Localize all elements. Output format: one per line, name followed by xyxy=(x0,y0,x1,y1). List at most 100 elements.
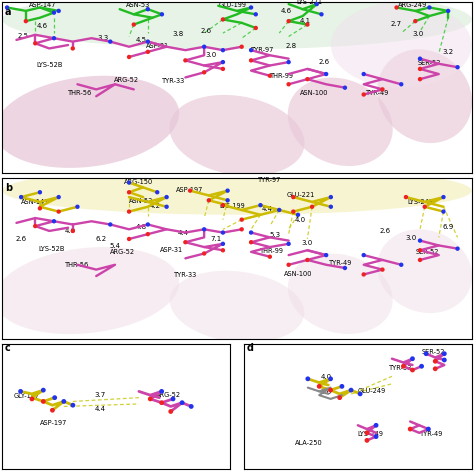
Point xyxy=(205,197,213,204)
Point xyxy=(313,0,320,8)
Text: 3.7: 3.7 xyxy=(95,392,106,398)
Point xyxy=(360,91,367,98)
Text: GLU-199: GLU-199 xyxy=(219,1,246,8)
Ellipse shape xyxy=(0,247,179,334)
Text: 2.6: 2.6 xyxy=(16,237,27,242)
Point xyxy=(247,238,255,246)
Point xyxy=(107,38,114,46)
Point xyxy=(50,218,58,225)
Text: 3.0: 3.0 xyxy=(302,240,313,246)
Text: ASN-100: ASN-100 xyxy=(284,271,312,277)
Point xyxy=(144,48,152,55)
Text: ALA-250: ALA-250 xyxy=(295,440,323,447)
Point xyxy=(169,395,177,403)
Point xyxy=(252,10,260,18)
Point xyxy=(341,84,349,91)
Point xyxy=(440,193,447,201)
Point xyxy=(418,363,425,370)
Point xyxy=(426,4,433,11)
Point xyxy=(55,208,63,215)
Text: LYS-52B: LYS-52B xyxy=(36,62,63,68)
Text: 4.4: 4.4 xyxy=(178,230,189,236)
Point xyxy=(347,386,355,394)
Point xyxy=(285,18,292,25)
Point xyxy=(303,75,311,83)
Ellipse shape xyxy=(170,271,304,343)
Point xyxy=(219,246,227,254)
Text: THR-56: THR-56 xyxy=(65,262,90,268)
Ellipse shape xyxy=(377,229,472,313)
Point xyxy=(303,256,311,264)
Point xyxy=(178,399,186,407)
Text: 5.3: 5.3 xyxy=(269,232,280,237)
Text: THR-56: THR-56 xyxy=(68,91,92,96)
Text: ARG-52: ARG-52 xyxy=(109,249,135,255)
Text: ASP-197: ASP-197 xyxy=(176,187,204,193)
Point xyxy=(39,398,47,405)
Point xyxy=(444,7,452,15)
Text: GLU-249: GLU-249 xyxy=(357,388,386,394)
Point xyxy=(422,350,430,357)
Text: 3.8: 3.8 xyxy=(173,31,184,37)
Point xyxy=(409,366,416,374)
Point xyxy=(400,363,407,370)
Point xyxy=(431,357,439,365)
Point xyxy=(257,201,264,209)
Text: TYR-53: TYR-53 xyxy=(390,365,413,371)
Point xyxy=(51,394,58,401)
Point xyxy=(107,221,114,228)
Text: TYR-33: TYR-33 xyxy=(174,272,197,278)
Point xyxy=(22,18,29,25)
Text: TYR-97: TYR-97 xyxy=(258,177,282,183)
Text: SER-52: SER-52 xyxy=(421,349,445,355)
Text: 2.6: 2.6 xyxy=(318,59,329,65)
Text: ASP-197: ASP-197 xyxy=(40,420,67,426)
Point xyxy=(416,246,424,254)
Point xyxy=(18,193,25,201)
Point xyxy=(224,187,231,194)
Text: LYS-199: LYS-199 xyxy=(219,202,245,209)
Text: ARG-52: ARG-52 xyxy=(156,392,181,398)
Text: 4.6: 4.6 xyxy=(281,8,292,14)
Point xyxy=(322,251,330,259)
Point xyxy=(182,238,189,246)
Text: d: d xyxy=(246,343,254,353)
Text: 3.0: 3.0 xyxy=(206,52,217,58)
Point xyxy=(327,386,334,394)
Point xyxy=(416,65,424,73)
Point xyxy=(60,398,68,405)
Point xyxy=(125,208,133,215)
Point xyxy=(360,271,367,278)
Text: 2.8: 2.8 xyxy=(285,44,297,49)
Point xyxy=(163,193,170,201)
Point xyxy=(363,437,371,444)
Text: SER-52: SER-52 xyxy=(418,60,441,66)
Point xyxy=(431,365,439,373)
Point xyxy=(144,38,152,46)
Text: LYS-249: LYS-249 xyxy=(407,199,433,205)
Point xyxy=(285,81,292,88)
Point xyxy=(285,58,292,66)
Point xyxy=(219,240,227,247)
Point xyxy=(440,356,448,364)
Text: ASN-53: ASN-53 xyxy=(128,198,153,204)
Point xyxy=(315,383,323,390)
Point xyxy=(393,4,401,11)
Text: ASP-147: ASP-147 xyxy=(28,1,56,8)
Point xyxy=(275,206,283,214)
Text: THR-99: THR-99 xyxy=(260,248,284,255)
Point xyxy=(125,53,133,61)
Point xyxy=(440,350,448,357)
Point xyxy=(39,386,47,394)
Text: GLY-197: GLY-197 xyxy=(13,393,39,399)
Text: LYS-221: LYS-221 xyxy=(297,0,323,5)
Text: 4.2: 4.2 xyxy=(149,202,160,209)
Text: 4.0: 4.0 xyxy=(295,217,306,223)
Point xyxy=(247,46,255,54)
Text: 7.1: 7.1 xyxy=(210,237,221,242)
Point xyxy=(219,201,227,209)
Point xyxy=(397,81,405,88)
Point xyxy=(49,406,56,414)
Point xyxy=(201,69,208,76)
Point xyxy=(219,16,227,23)
